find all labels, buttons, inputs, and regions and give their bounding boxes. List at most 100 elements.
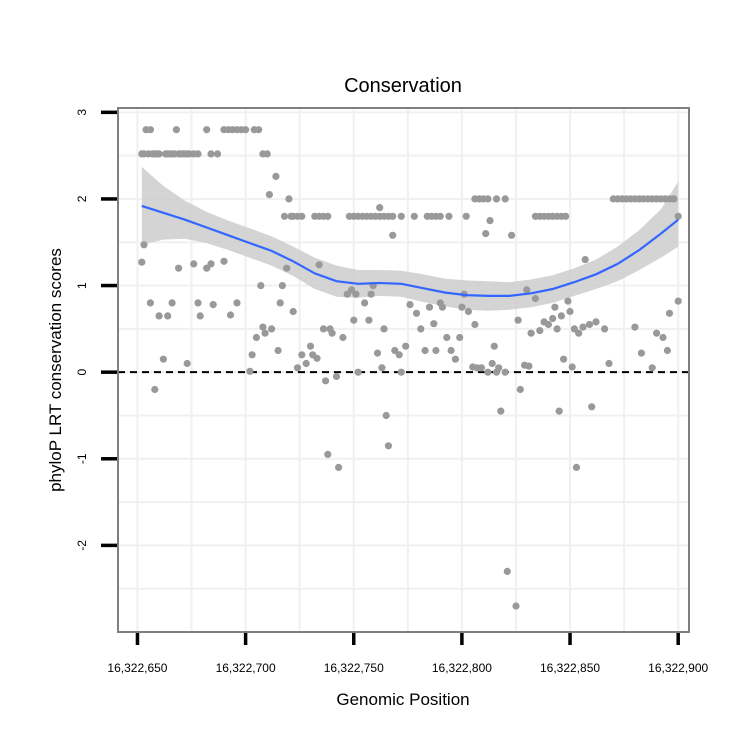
data-point [492, 195, 501, 203]
data-point [278, 282, 286, 290]
data-point [265, 191, 273, 199]
data-point [261, 329, 269, 337]
data-point [335, 463, 343, 471]
data-point [203, 126, 211, 134]
data-point [562, 212, 570, 220]
data-point [319, 325, 328, 333]
data-point [285, 195, 293, 203]
data-point [287, 212, 295, 220]
data-point [397, 368, 405, 376]
data-point [276, 299, 284, 307]
data-point [155, 150, 163, 158]
data-point [155, 312, 163, 320]
smooth-line-layer [141, 204, 679, 297]
data-point [175, 264, 183, 272]
data-point [209, 301, 217, 309]
data-point [486, 217, 494, 225]
data-point [164, 312, 172, 320]
y-tick-label: -1 [75, 453, 89, 464]
data-point [544, 320, 553, 329]
data-point [445, 212, 453, 220]
data-point [421, 346, 429, 355]
data-point [361, 299, 369, 307]
data-point [268, 325, 276, 333]
data-point [196, 312, 204, 320]
data-point [549, 314, 557, 323]
data-point [579, 323, 587, 331]
data-point [367, 290, 375, 298]
y-axis: -2 -1 0 1 2 3 [75, 109, 117, 551]
data-point [389, 212, 397, 220]
data-point [425, 303, 434, 311]
data-point [451, 355, 459, 363]
data-point [380, 325, 388, 333]
x-tick-label: 16,322,700 [216, 661, 276, 675]
x-tick-label: 16,322,850 [540, 661, 600, 675]
data-point [382, 411, 390, 420]
data-point [601, 325, 609, 333]
data-point [674, 212, 682, 220]
data-point [447, 346, 455, 355]
data-point [631, 323, 639, 331]
data-point [458, 303, 466, 311]
data-point [354, 368, 362, 376]
data-point [242, 126, 250, 134]
data-point [490, 342, 498, 350]
data-point [140, 241, 148, 249]
data-point [432, 346, 440, 355]
data-point [283, 264, 291, 272]
data-point [663, 346, 672, 355]
data-point [259, 323, 267, 331]
data-point [436, 212, 444, 220]
data-point [194, 150, 202, 158]
data-point [637, 349, 646, 357]
data-point [497, 407, 505, 415]
data-point [477, 364, 485, 372]
data-point [482, 230, 490, 238]
data-point [560, 355, 568, 363]
data-point [495, 364, 503, 372]
data-point [471, 320, 479, 329]
data-point [339, 333, 347, 342]
data-point [213, 150, 222, 158]
data-point [525, 362, 533, 370]
plot-panel [118, 108, 689, 632]
data-point [298, 351, 306, 359]
data-point [516, 385, 524, 394]
data-point [293, 364, 302, 372]
data-point [328, 329, 336, 337]
data-point [503, 567, 511, 576]
data-point [648, 364, 656, 372]
confidence-ribbon-layer [141, 166, 679, 311]
data-point [246, 367, 254, 375]
data-point [289, 307, 297, 316]
data-point [395, 351, 403, 359]
data-point [674, 297, 682, 305]
x-axis-title: Genomic Position [336, 690, 469, 709]
y-tick-label: 3 [75, 109, 89, 116]
data-point [138, 258, 146, 266]
data-point [557, 312, 566, 320]
data-point [514, 316, 522, 324]
data-point [406, 301, 414, 309]
data-point [585, 320, 594, 329]
data-point [501, 195, 509, 203]
data-point [512, 602, 520, 610]
data-point [417, 325, 425, 333]
data-point [410, 212, 418, 220]
data-point [272, 172, 280, 180]
data-point [566, 307, 574, 316]
data-point [588, 403, 596, 411]
data-point [306, 342, 315, 350]
data-point [233, 299, 241, 307]
data-point [564, 297, 572, 305]
data-point [412, 309, 421, 317]
data-point [151, 385, 159, 394]
data-point [438, 303, 446, 311]
y-tick-label: 0 [75, 369, 89, 376]
data-point [255, 126, 263, 134]
data-point [257, 282, 265, 290]
data-point [220, 257, 228, 265]
y-tick-label: -2 [75, 540, 89, 551]
data-point [484, 195, 492, 203]
